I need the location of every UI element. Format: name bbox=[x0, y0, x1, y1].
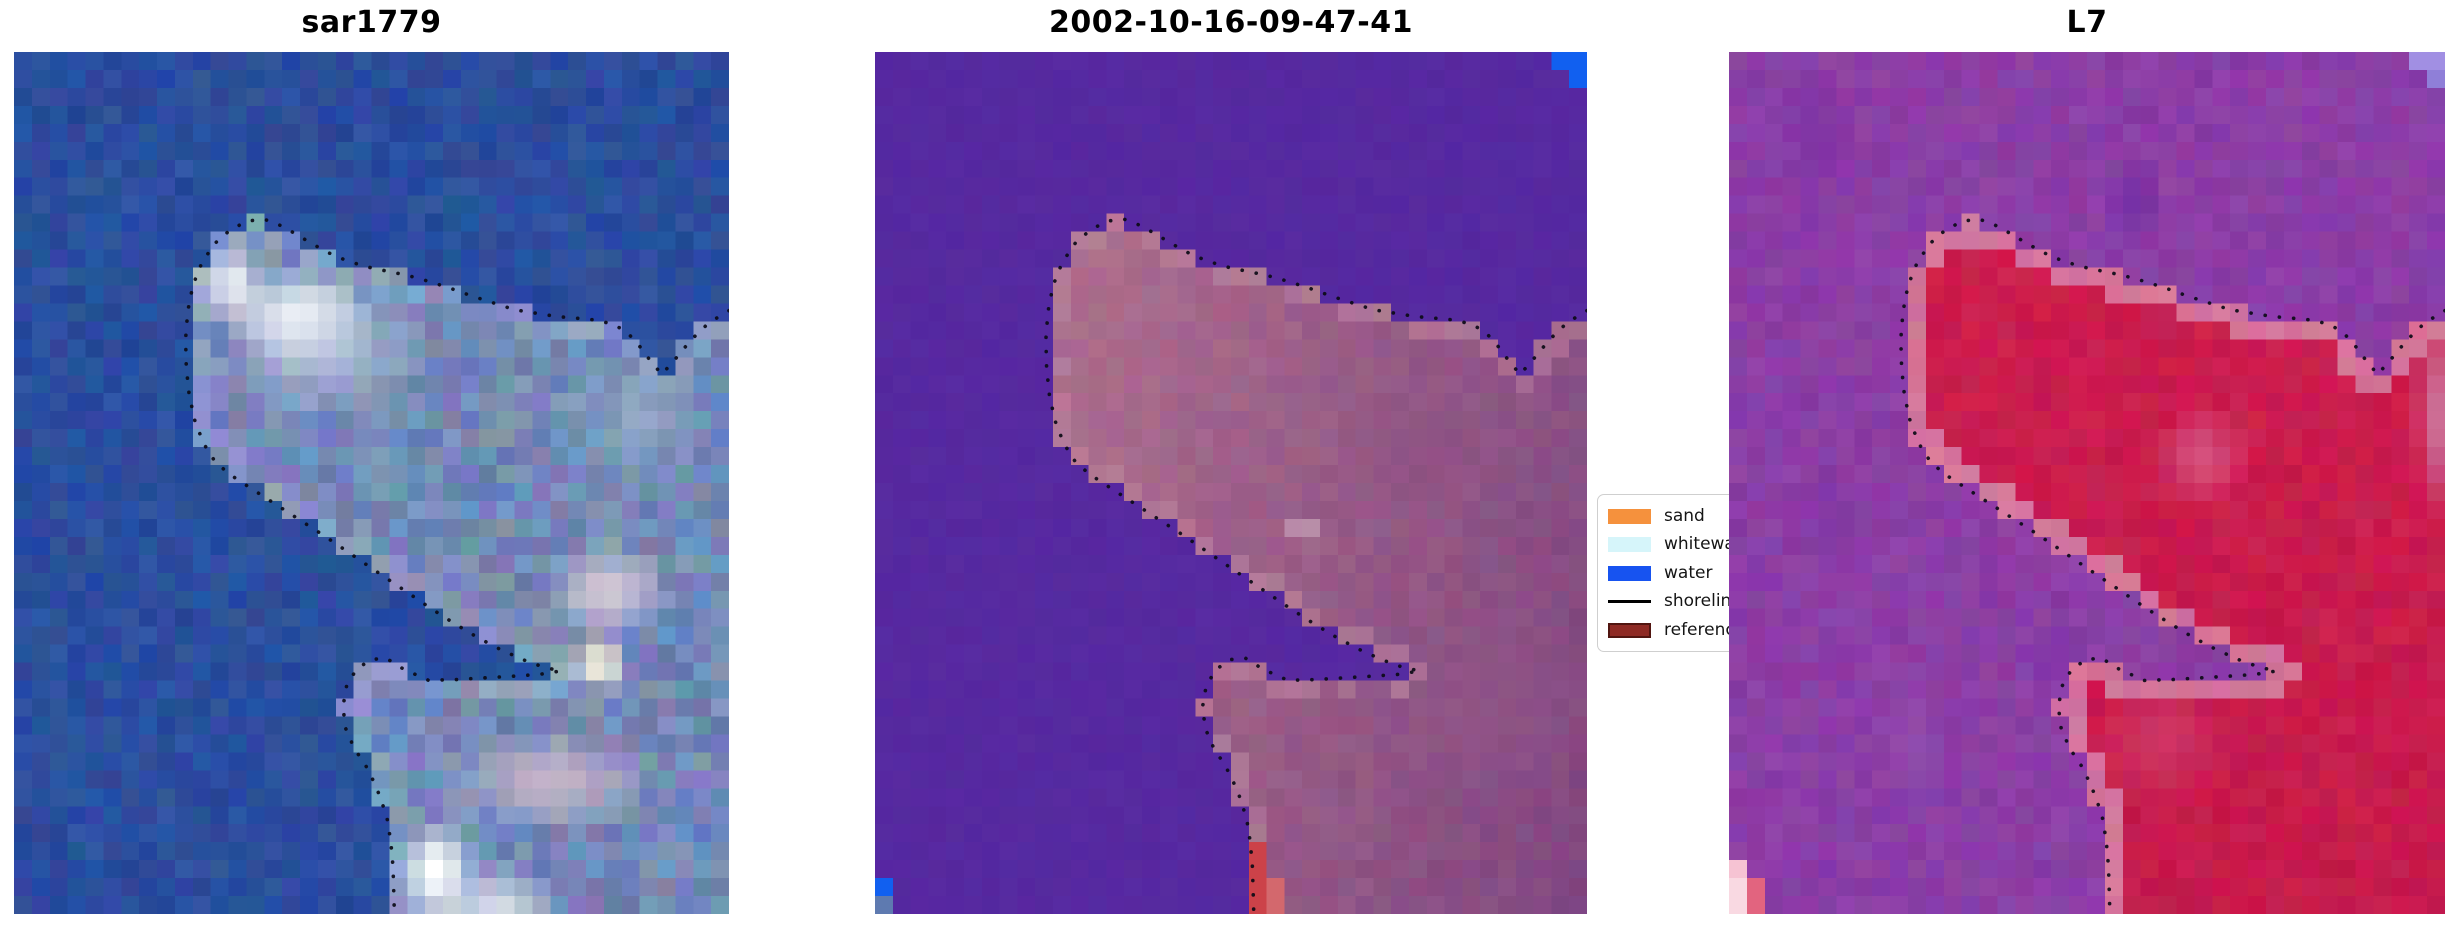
legend-item-shoreline: shoreline bbox=[1608, 590, 1764, 614]
legend-label: shoreline bbox=[1664, 591, 1742, 611]
reference-swatch-icon bbox=[1608, 622, 1651, 638]
legend-label: water bbox=[1664, 562, 1713, 583]
legend-label: sand bbox=[1664, 505, 1705, 526]
legend-label: reference bbox=[1664, 619, 1746, 640]
panel-title-sar: sar1779 bbox=[301, 5, 442, 40]
panel-sar-image bbox=[14, 52, 729, 914]
legend-item-sand: sand bbox=[1608, 504, 1764, 528]
legend-item-reference: reference bbox=[1608, 618, 1764, 642]
legend-item-water: water bbox=[1608, 561, 1764, 585]
water-swatch-icon bbox=[1608, 565, 1651, 581]
shoreline-overlay bbox=[183, 217, 729, 914]
sand-swatch-icon bbox=[1608, 508, 1651, 524]
panel-l7-image bbox=[1729, 52, 2445, 914]
sar-raster bbox=[14, 52, 729, 914]
whitewater-swatch-icon bbox=[1608, 537, 1651, 552]
shoreline-line-icon bbox=[1608, 600, 1651, 603]
panel-title-date: 2002-10-16-09-47-41 bbox=[1049, 5, 1413, 40]
shoreline-overlay bbox=[1044, 217, 1587, 914]
panel-optical-image bbox=[875, 52, 1587, 914]
shoreline-overlay bbox=[1898, 217, 2445, 914]
panel-title-l7: L7 bbox=[2066, 5, 2108, 40]
l7-raster bbox=[1729, 52, 2445, 914]
optical-raster bbox=[875, 52, 1587, 914]
